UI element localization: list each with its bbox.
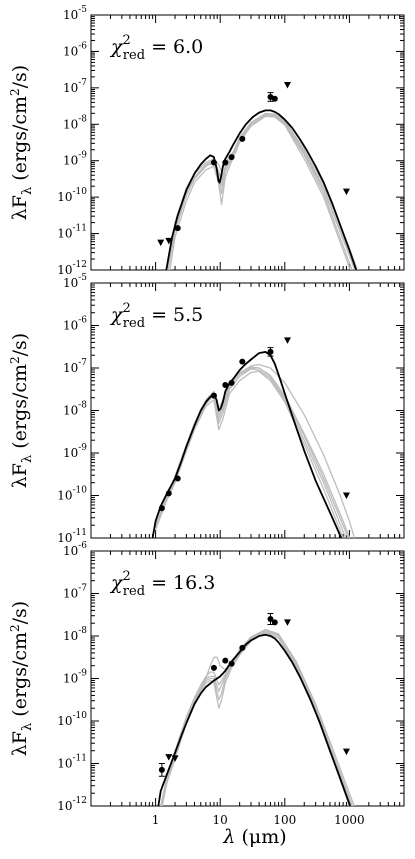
data-point [228, 154, 235, 161]
data-point [222, 382, 229, 388]
upper-limit-marker [171, 755, 179, 762]
model-curve [167, 114, 356, 270]
model-curve [160, 631, 352, 806]
upper-limit-marker [342, 748, 350, 756]
x-tick-label: 100 [273, 813, 296, 827]
panel-2: 10-11 10-10 10-9 10-8 10-7 10-6 10-5 χ2 red = 5.… [57, 273, 405, 545]
best-fit-curve [157, 633, 352, 806]
data-point [228, 379, 235, 386]
x-tick-label: 10 [213, 813, 228, 827]
data-point [267, 616, 274, 622]
data-point [210, 664, 217, 671]
y-tick-label: 10-10 [57, 187, 87, 204]
y-tick-label: 10-6 [63, 316, 87, 333]
upper-limit-marker [157, 239, 165, 247]
y-tick-label: 10-11 [57, 224, 87, 241]
data-point [239, 644, 246, 651]
y-tick-label: 10-6 [63, 41, 87, 58]
model-curve [161, 631, 351, 806]
data-point [271, 619, 278, 626]
y-tick-label: 10-7 [63, 78, 87, 95]
y-tick-label: 10-11 [57, 528, 87, 545]
model-curve [154, 370, 344, 538]
data-point [239, 135, 246, 142]
data-point [158, 766, 165, 773]
best-fit-curve [165, 109, 358, 270]
data-point [174, 225, 181, 232]
chi-squared-label: χ2 red = 16.3 [109, 569, 215, 599]
y-axis-titles: λFλ (ergs/cm2/s) λFλ (ergs/cm2/s) λFλ (erg… [8, 65, 35, 756]
model-curve [161, 628, 355, 806]
y-tick-label: 10-8 [63, 626, 87, 643]
chi-squared-label: χ2 red = 5.5 [109, 301, 203, 331]
y-axis-title: λFλ (ergs/cm2/s) [8, 65, 35, 220]
chi-squared-label: χ2 red = 6.0 [109, 33, 203, 63]
data-point [222, 159, 229, 166]
y-tick-label: 10-10 [57, 486, 87, 503]
y-tick-label: 10-7 [63, 358, 87, 375]
model-curve [154, 367, 349, 538]
upper-limit-marker [283, 81, 291, 89]
data-point [222, 657, 229, 664]
y-tick-label: 10-8 [63, 114, 87, 131]
panel-frame [90, 14, 405, 271]
data-point [158, 505, 165, 512]
data-point [210, 159, 217, 166]
y-tick-label: 10-10 [57, 711, 87, 728]
model-curve [167, 112, 359, 270]
upper-limit-marker [342, 492, 350, 499]
y-axis-title: λFλ (ergs/cm2/s) [8, 601, 35, 756]
panels: 10-12 10-11 10-10 10-9 10-8 10-7 10-6 10-5 χ2 red… [57, 5, 405, 813]
x-axis-title: λ (μm) [222, 826, 286, 848]
y-axis-title: λFλ (ergs/cm2/s) [8, 333, 35, 488]
data-point [267, 348, 274, 355]
y-tick-label: 10-8 [63, 401, 87, 418]
upper-limit-marker [165, 754, 173, 761]
upper-limit-marker [283, 337, 291, 344]
model-curve [160, 630, 353, 806]
y-tick-label: 10-12 [57, 796, 87, 813]
data-point [271, 95, 278, 102]
y-tick-label: 10-11 [57, 754, 87, 771]
y-tick-label: 10-9 [63, 151, 87, 168]
panel-3: 10-12 10-11 10-10 10-9 10-8 10-7 10-6 χ2 red = 1… [57, 541, 405, 813]
model-curve [160, 628, 354, 806]
y-tick-label: 10-9 [63, 669, 87, 686]
model-curve [154, 363, 356, 538]
y-tick-label: 10-5 [63, 273, 87, 290]
upper-limit-marker [165, 237, 173, 245]
x-tick-label: 1000 [334, 813, 365, 827]
panel-1: 10-12 10-11 10-10 10-9 10-8 10-7 10-6 10-5 χ2 red… [57, 5, 405, 277]
model-curve [154, 368, 347, 538]
data-point [239, 358, 246, 365]
upper-limit-marker [342, 188, 350, 196]
y-tick-label: 10-5 [63, 5, 87, 22]
y-tick-label: 10-9 [63, 443, 87, 460]
y-tick-label: 10-6 [63, 541, 87, 558]
data-point [228, 660, 235, 667]
upper-limit-marker [283, 619, 291, 626]
x-tick-label: 1 [152, 813, 160, 827]
y-tick-label: 10-7 [63, 584, 87, 601]
data-point [210, 392, 217, 399]
data-point [174, 475, 181, 482]
y-tick-label: 10-12 [57, 260, 87, 277]
x-tick-labels: 1 10 100 1000 [152, 813, 365, 827]
data-point [165, 490, 172, 497]
